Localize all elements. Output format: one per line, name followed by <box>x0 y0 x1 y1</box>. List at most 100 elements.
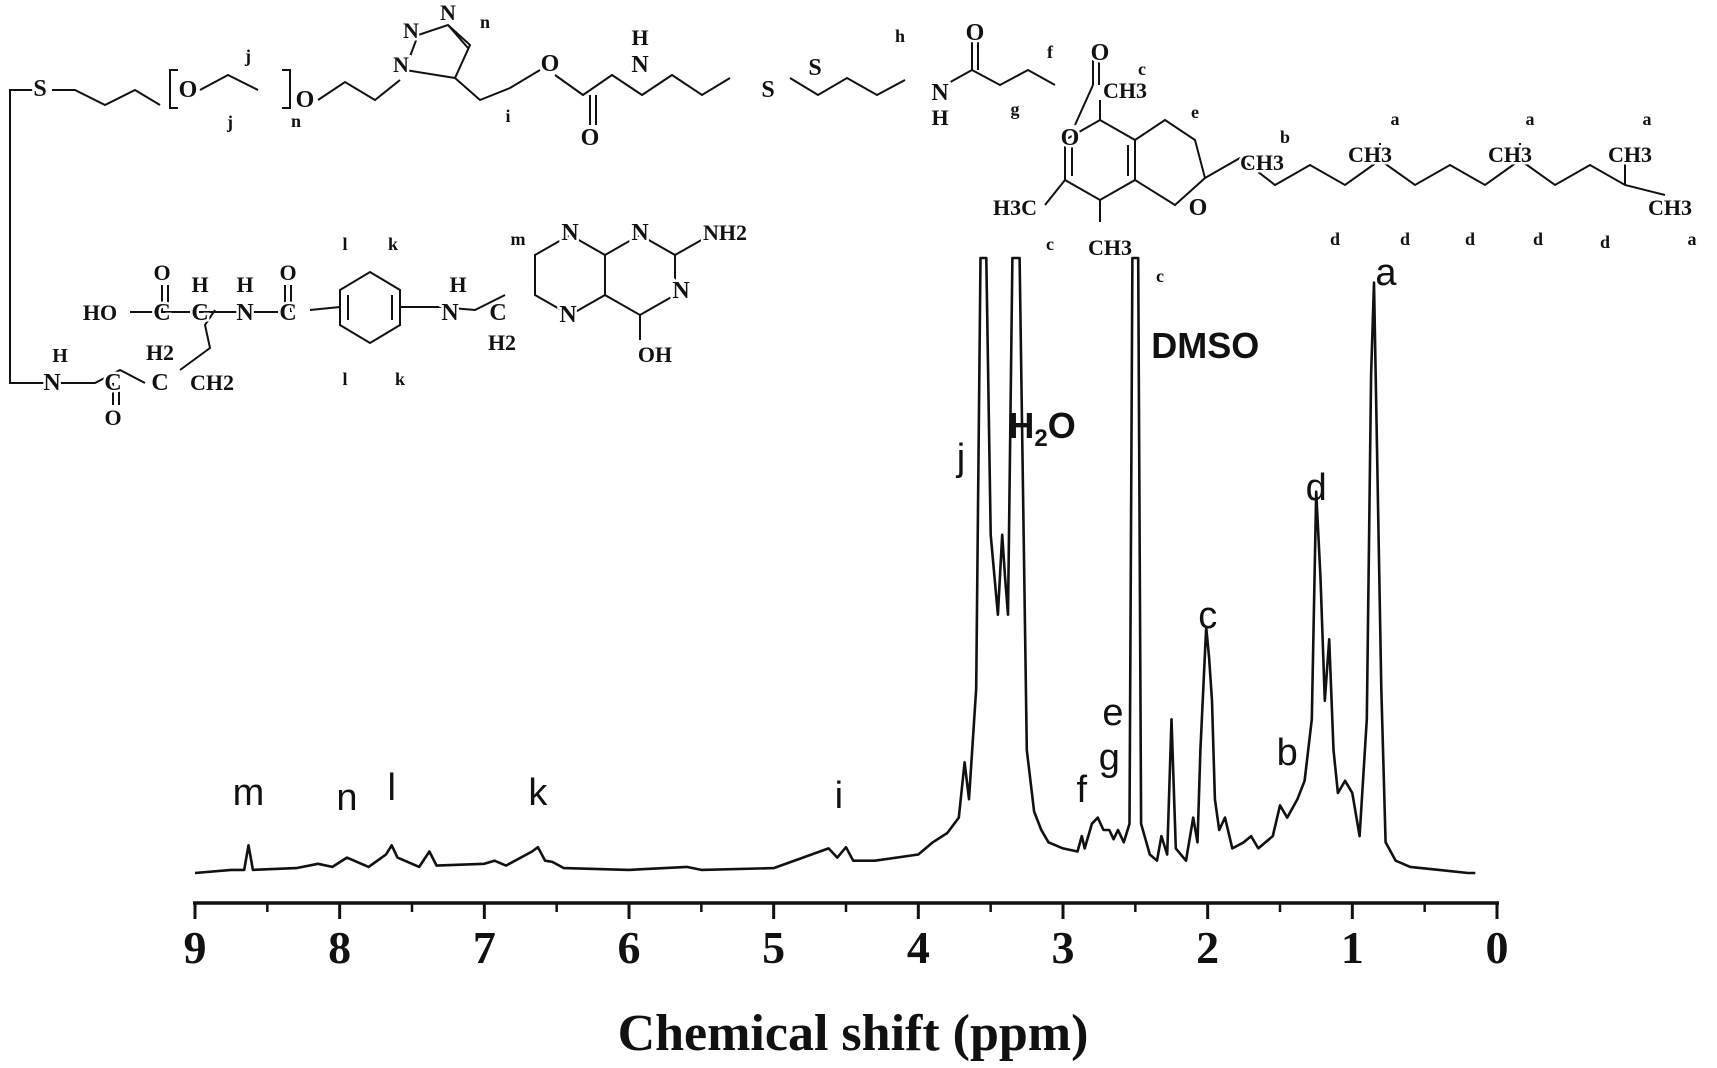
label-c: c <box>1138 59 1146 79</box>
atom-s: S <box>761 77 774 103</box>
peg-tail-bonds <box>317 79 401 102</box>
label-h: h <box>895 26 905 46</box>
atom-nh2: NH2 <box>703 220 747 245</box>
label-l: l <box>342 369 347 389</box>
atom-o: O <box>296 87 315 113</box>
x-axis-ticks: 9 8 7 6 5 4 3 2 1 0 <box>184 903 1509 973</box>
pteridine-ring-b <box>604 233 676 317</box>
x-tick-label: 2 <box>1196 922 1219 973</box>
atom-ch3: CH3 <box>1488 142 1532 167</box>
peak-label-c: c <box>1198 595 1217 637</box>
peak-label-h2o: H2O <box>1008 405 1075 452</box>
atom-s: S <box>33 76 46 102</box>
peg-bonds <box>199 73 259 91</box>
peak-label-j: j <box>956 437 965 479</box>
x-tick-label: 4 <box>907 922 930 973</box>
atom-o: O <box>279 260 296 285</box>
atom-c: C <box>191 300 208 326</box>
label-d: d <box>1465 229 1475 249</box>
atom-o: O <box>966 20 985 46</box>
peg-bracket-left <box>169 69 178 109</box>
x-tick-label: 9 <box>184 922 207 973</box>
succinate-bonds <box>944 68 1056 87</box>
x-tick-label: 7 <box>473 922 496 973</box>
chroman-ring <box>1134 118 1207 207</box>
peak-label-i: i <box>835 775 843 817</box>
atom-c: C <box>151 370 168 396</box>
x-tick-label: 3 <box>1052 922 1075 973</box>
atom-h: H <box>631 25 648 50</box>
atom-n: N <box>236 300 254 326</box>
peak-label-n: n <box>336 777 357 819</box>
label-d: d <box>1330 229 1340 249</box>
label-a: a <box>1391 109 1400 129</box>
peak-label-dmso: DMSO <box>1151 325 1259 366</box>
phytyl-chain <box>1204 156 1666 196</box>
atom-n: N <box>631 220 649 246</box>
label-k: k <box>388 234 398 254</box>
chemical-structure <box>9 23 1666 405</box>
atom-c: C <box>489 300 506 326</box>
atom-o: O <box>179 77 198 103</box>
label-g: g <box>1011 99 1020 119</box>
atom-n: N <box>561 220 579 246</box>
peak-label-e: e <box>1102 692 1123 734</box>
atom-n: N <box>931 80 949 106</box>
peak-label-a: a <box>1375 252 1397 294</box>
atom-n: N <box>631 52 649 78</box>
label-d: d <box>1600 232 1610 252</box>
atom-ch3: CH3 <box>1608 142 1652 167</box>
peak-label-f: f <box>1077 769 1088 811</box>
atom-n: N <box>559 302 577 328</box>
folate-bonds-1 <box>50 368 146 384</box>
peak-label-b: b <box>1277 732 1298 774</box>
label-m: m <box>511 229 526 249</box>
linker-line <box>9 89 50 384</box>
nmr-spectrum <box>194 256 1476 875</box>
benzene-ring-folate <box>339 270 401 345</box>
carbamate-bonds <box>554 73 731 97</box>
label-a: a <box>1688 229 1697 249</box>
atom-ch3: CH3 <box>1648 195 1692 220</box>
label-e: e <box>1191 102 1199 122</box>
label-c: c <box>1046 234 1054 254</box>
chain-s-bonds <box>52 88 161 107</box>
atom-o: O <box>1091 40 1110 66</box>
label-b: b <box>1280 127 1290 147</box>
atom-c: C <box>279 300 296 326</box>
disulfide-bonds <box>789 76 906 97</box>
label-c: c <box>1156 266 1164 286</box>
atom-n: N <box>403 18 419 43</box>
atom-n: N <box>393 52 409 77</box>
atom-o: O <box>581 125 600 151</box>
atom-n: N <box>43 370 61 396</box>
peak-label-l: l <box>387 767 395 809</box>
x-tick-label: 5 <box>762 922 785 973</box>
atom-c: C <box>153 300 170 326</box>
label-k: k <box>395 369 405 389</box>
peg-bracket-right <box>282 69 291 109</box>
atom-h: H <box>931 105 948 130</box>
atom-h: H <box>236 272 253 297</box>
atom-n: N <box>441 300 459 326</box>
x-tick-label: 6 <box>618 922 641 973</box>
peak-label-g: g <box>1099 737 1120 779</box>
atom-c: C <box>104 370 121 396</box>
atom-o: O <box>541 51 560 77</box>
atom-h: H <box>191 272 208 297</box>
atom-h: H <box>52 345 68 367</box>
x-tick-label: 0 <box>1486 922 1509 973</box>
label-j: j <box>226 112 233 132</box>
x-axis: 9 8 7 6 5 4 3 2 1 0 <box>184 901 1509 973</box>
atom-ch3: CH3 <box>1240 150 1284 175</box>
atom-n: N <box>672 278 690 304</box>
x-axis-label: Chemical shift (ppm) <box>618 1005 1089 1062</box>
label-f: f <box>1047 42 1054 62</box>
peak-label-d: d <box>1306 467 1327 509</box>
label-a: a <box>1526 109 1535 129</box>
label-d: d <box>1533 229 1543 249</box>
folate-bonds-3 <box>400 294 506 312</box>
peak-label-m: m <box>233 772 265 814</box>
atom-o: O <box>153 260 170 285</box>
